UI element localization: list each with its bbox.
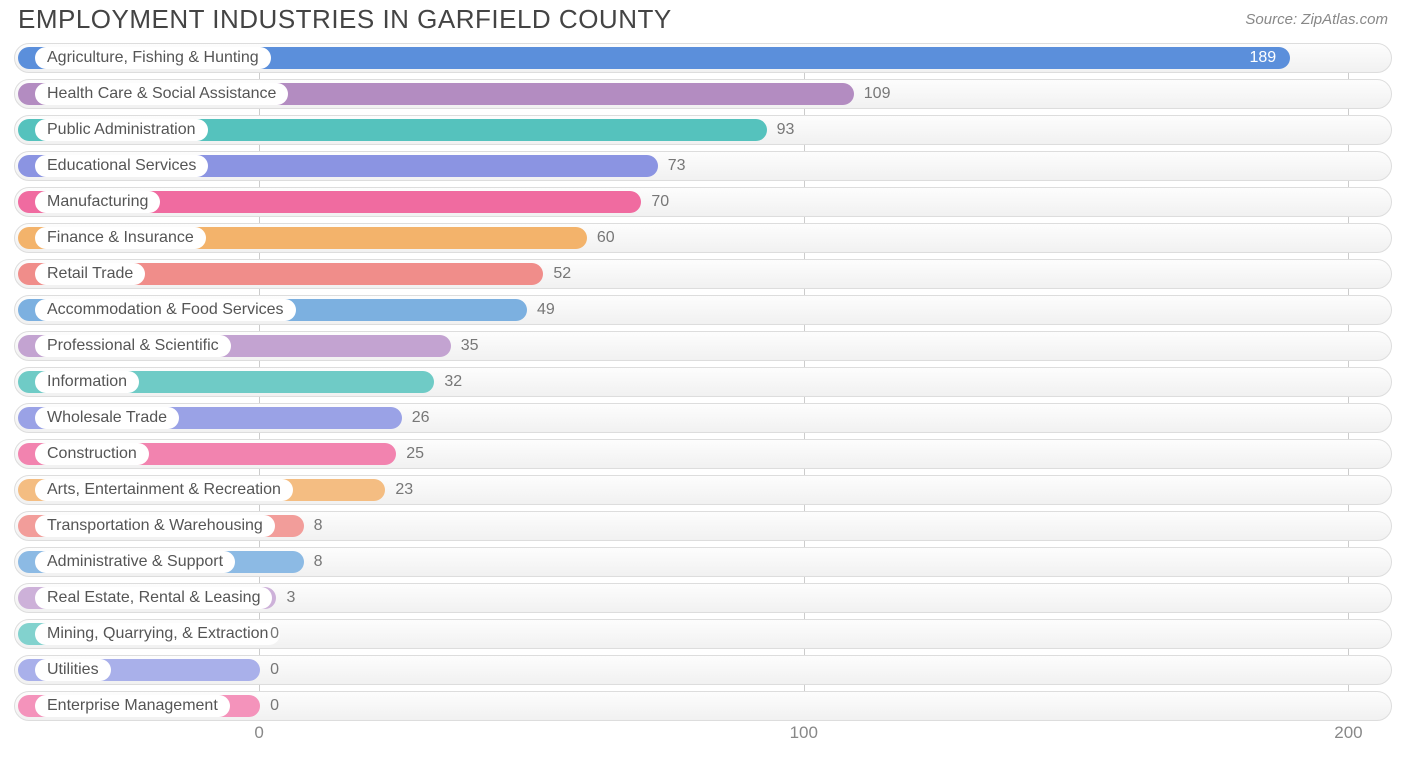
bar-value: 8 xyxy=(314,517,323,535)
bar-label: Finance & Insurance xyxy=(35,227,206,249)
bar-label: Health Care & Social Assistance xyxy=(35,83,288,105)
bar-value: 189 xyxy=(1250,49,1277,67)
chart-area: Agriculture, Fishing & Hunting 189 Health … xyxy=(0,37,1406,777)
bar-value: 0 xyxy=(270,661,279,679)
source-site: ZipAtlas.com xyxy=(1301,11,1388,28)
bar-label: Enterprise Management xyxy=(35,695,230,717)
bar-value: 52 xyxy=(553,265,571,283)
bar-label: Public Administration xyxy=(35,119,208,141)
bar-label: Arts, Entertainment & Recreation xyxy=(35,479,293,501)
chart-plot: Agriculture, Fishing & Hunting 189 Health … xyxy=(14,43,1392,721)
bar-row: Mining, Quarrying, & Extraction0 xyxy=(14,619,1392,649)
bar-label: Administrative & Support xyxy=(35,551,235,573)
bar-row: Retail Trade 52 xyxy=(14,259,1392,289)
bar-value: 93 xyxy=(777,121,795,139)
bar-value: 109 xyxy=(864,85,891,103)
x-axis-tick-label: 100 xyxy=(790,723,818,743)
chart-title: EMPLOYMENT INDUSTRIES IN GARFIELD COUNTY xyxy=(18,4,672,35)
bar-value: 73 xyxy=(668,157,686,175)
bar-label: Wholesale Trade xyxy=(35,407,179,429)
bar-value: 70 xyxy=(651,193,669,211)
bar-row: Public Administration 93 xyxy=(14,115,1392,145)
x-axis: 0 100 200 xyxy=(14,721,1392,747)
bar-row: Information 32 xyxy=(14,367,1392,397)
bar-row: Finance & Insurance 60 xyxy=(14,223,1392,253)
bar-value: 25 xyxy=(406,445,424,463)
bar-row: Agriculture, Fishing & Hunting 189 xyxy=(14,43,1392,73)
bar-value: 23 xyxy=(395,481,413,499)
bar-value: 60 xyxy=(597,229,615,247)
bar-row: Utilities 0 xyxy=(14,655,1392,685)
chart-source: Source: ZipAtlas.com xyxy=(1245,11,1388,28)
bar-label: Utilities xyxy=(35,659,111,681)
bar-label: Agriculture, Fishing & Hunting xyxy=(35,47,271,69)
bar-value: 0 xyxy=(270,625,279,643)
bar-label: Construction xyxy=(35,443,149,465)
bar-row: Wholesale Trade 26 xyxy=(14,403,1392,433)
bar-label: Transportation & Warehousing xyxy=(35,515,275,537)
bar-row: Construction 25 xyxy=(14,439,1392,469)
bar-row: Transportation & Warehousing 8 xyxy=(14,511,1392,541)
bar-value: 32 xyxy=(444,373,462,391)
bar-value: 0 xyxy=(270,697,279,715)
bar-row: Health Care & Social Assistance 109 xyxy=(14,79,1392,109)
bar-value: 35 xyxy=(461,337,479,355)
bar-value: 49 xyxy=(537,301,555,319)
bar-row: Accommodation & Food Services 49 xyxy=(14,295,1392,325)
bar-label: Mining, Quarrying, & Extraction xyxy=(35,623,280,645)
source-prefix: Source: xyxy=(1245,11,1301,28)
bar-label: Professional & Scientific xyxy=(35,335,231,357)
bar-row: Manufacturing 70 xyxy=(14,187,1392,217)
bar-label: Retail Trade xyxy=(35,263,145,285)
bar-row: Educational Services 73 xyxy=(14,151,1392,181)
bar-value: 3 xyxy=(286,589,295,607)
bar-row: Administrative & Support 8 xyxy=(14,547,1392,577)
bar-row: Enterprise Management 0 xyxy=(14,691,1392,721)
bar-row: Real Estate, Rental & Leasing 3 xyxy=(14,583,1392,613)
x-axis-tick-label: 200 xyxy=(1334,723,1362,743)
bar-label: Educational Services xyxy=(35,155,208,177)
bar-label: Accommodation & Food Services xyxy=(35,299,296,321)
bar-value: 8 xyxy=(314,553,323,571)
bar-row: Arts, Entertainment & Recreation 23 xyxy=(14,475,1392,505)
bar-label: Information xyxy=(35,371,139,393)
bar-label: Real Estate, Rental & Leasing xyxy=(35,587,272,609)
chart-header: EMPLOYMENT INDUSTRIES IN GARFIELD COUNTY… xyxy=(0,0,1406,37)
x-axis-tick-label: 0 xyxy=(254,723,263,743)
bar-value: 26 xyxy=(412,409,430,427)
bar-label: Manufacturing xyxy=(35,191,160,213)
bar-row: Professional & Scientific 35 xyxy=(14,331,1392,361)
